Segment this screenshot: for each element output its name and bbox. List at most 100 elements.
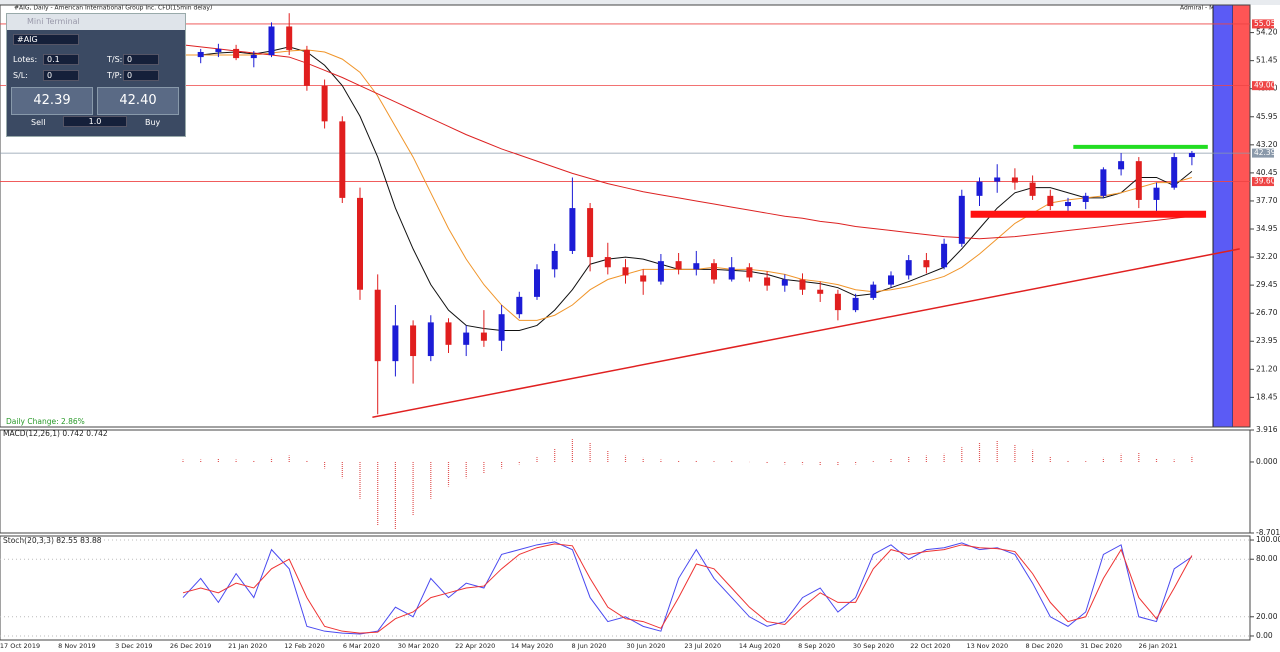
candle-body <box>728 267 735 280</box>
y-tick-label: 80.00 <box>1256 554 1278 563</box>
candle-body <box>764 277 771 286</box>
candle-body <box>339 121 346 198</box>
trendline <box>372 248 1240 419</box>
candle-body <box>852 297 859 311</box>
y-tick-label: 34.95 <box>1256 224 1278 233</box>
volume[interactable]: 1.0 <box>63 116 127 127</box>
candle-body <box>197 51 204 58</box>
candle-body <box>534 269 540 297</box>
candle-body <box>640 275 647 282</box>
window-title: #AIG, Daily - American International Gro… <box>14 5 212 12</box>
level-tag <box>1252 148 1274 158</box>
candle-body <box>1082 195 1089 202</box>
x-tick-label: 23 Jul 2020 <box>684 642 721 650</box>
y-tick-label: 40.45 <box>1256 168 1278 177</box>
candle-body <box>233 48 240 59</box>
x-tick-label: 30 Jun 2020 <box>626 642 665 650</box>
candle-body <box>463 332 470 345</box>
y-tick-label: 18.45 <box>1256 392 1278 401</box>
blue-band <box>1212 4 1234 428</box>
x-tick-label: 8 Nov 2019 <box>58 642 96 650</box>
ts[interactable]: 0 <box>123 54 159 65</box>
level-tag <box>1252 177 1274 187</box>
mini-terminal-title: Mini Terminal <box>7 14 185 30</box>
candle-body <box>587 208 594 258</box>
level-label: 42.39 <box>1254 148 1276 157</box>
sell-price[interactable]: 42.39 <box>11 87 93 115</box>
y-tick-label: 0.00 <box>1256 631 1273 640</box>
candle-body <box>357 197 363 290</box>
candle-body <box>250 55 257 59</box>
level-label: 49.00 <box>1254 81 1276 90</box>
candle-body <box>622 267 629 276</box>
y-tick-label: 51.45 <box>1256 56 1278 65</box>
x-tick-label: 26 Dec 2019 <box>170 642 212 650</box>
tp-label: T/P: <box>107 71 123 80</box>
candle-body <box>480 332 487 341</box>
y-tick-label: 0.000 <box>1256 457 1278 466</box>
stoch-line <box>182 541 1193 635</box>
candle-body <box>781 279 788 286</box>
x-tick-label: 8 Sep 2020 <box>798 642 835 650</box>
candle-body <box>1011 177 1018 183</box>
x-tick-label: 26 Jan 2021 <box>1139 642 1178 650</box>
candle-body <box>888 275 894 285</box>
level-label: 55.05 <box>1254 19 1276 28</box>
candle-body <box>1047 195 1054 207</box>
title-bar <box>0 0 1280 5</box>
buy-button[interactable]: Buy <box>145 118 161 127</box>
symbol[interactable]: #AIG <box>13 34 79 45</box>
mini-terminal[interactable]: Mini Terminal #AIG Lotes: 0.1 T/S: 0 S/L… <box>6 13 186 137</box>
candle-body <box>905 260 912 276</box>
sl[interactable]: 0 <box>43 70 79 81</box>
x-tick-label: 6 Mar 2020 <box>343 642 380 650</box>
x-tick-label: 3 Dec 2019 <box>115 642 152 650</box>
candle-body <box>834 293 841 311</box>
sl-label: S/L: <box>13 71 28 80</box>
buy-price[interactable]: 42.40 <box>97 87 179 115</box>
candle-body <box>994 177 1001 182</box>
candle-body <box>286 26 293 50</box>
lots[interactable]: 0.1 <box>43 54 79 65</box>
x-tick-label: 8 Jun 2020 <box>572 642 607 650</box>
y-tick-label: 29.45 <box>1256 280 1278 289</box>
x-tick-label: 31 Dec 2020 <box>1080 642 1122 650</box>
candle-body <box>392 325 399 362</box>
candle-body <box>976 181 983 196</box>
moving-average <box>182 44 1192 240</box>
y-tick-label: 23.95 <box>1256 336 1278 345</box>
candle-body <box>215 48 222 52</box>
candle-body <box>1065 201 1071 207</box>
sell-button[interactable]: Sell <box>31 118 46 127</box>
y-tick-label: 3.916 <box>1256 425 1278 434</box>
stoch-frame <box>0 535 1251 641</box>
candle-body <box>445 322 452 345</box>
red-band <box>1233 5 1250 427</box>
level-tag <box>1252 19 1274 29</box>
x-tick-label: 22 Apr 2020 <box>455 642 495 650</box>
candle-body <box>1135 161 1142 200</box>
candle-body <box>604 257 611 268</box>
candle-body <box>321 85 328 122</box>
y-tick-label: 37.70 <box>1256 196 1278 205</box>
tp[interactable]: 0 <box>123 70 159 81</box>
candle-body <box>268 26 275 56</box>
main-frame <box>0 4 1251 428</box>
macd-frame <box>0 429 1251 534</box>
candle-body <box>693 263 700 270</box>
x-tick-label: 30 Sep 2020 <box>853 642 894 650</box>
candle-body <box>675 261 682 270</box>
y-tick-label: 43.20 <box>1256 140 1278 149</box>
candle-body <box>923 260 930 268</box>
x-tick-label: 12 Feb 2020 <box>284 642 324 650</box>
candle-body <box>870 284 877 298</box>
candle-body <box>941 243 948 268</box>
daily-change: Daily Change: 2.86% <box>6 417 85 426</box>
candle-body <box>657 261 664 282</box>
candle-body <box>410 325 417 357</box>
level-label: 39.60 <box>1254 177 1276 186</box>
candle-body <box>1100 169 1107 196</box>
y-tick-label: 45.95 <box>1256 112 1278 121</box>
y-tick-label: 20.00 <box>1256 612 1278 621</box>
